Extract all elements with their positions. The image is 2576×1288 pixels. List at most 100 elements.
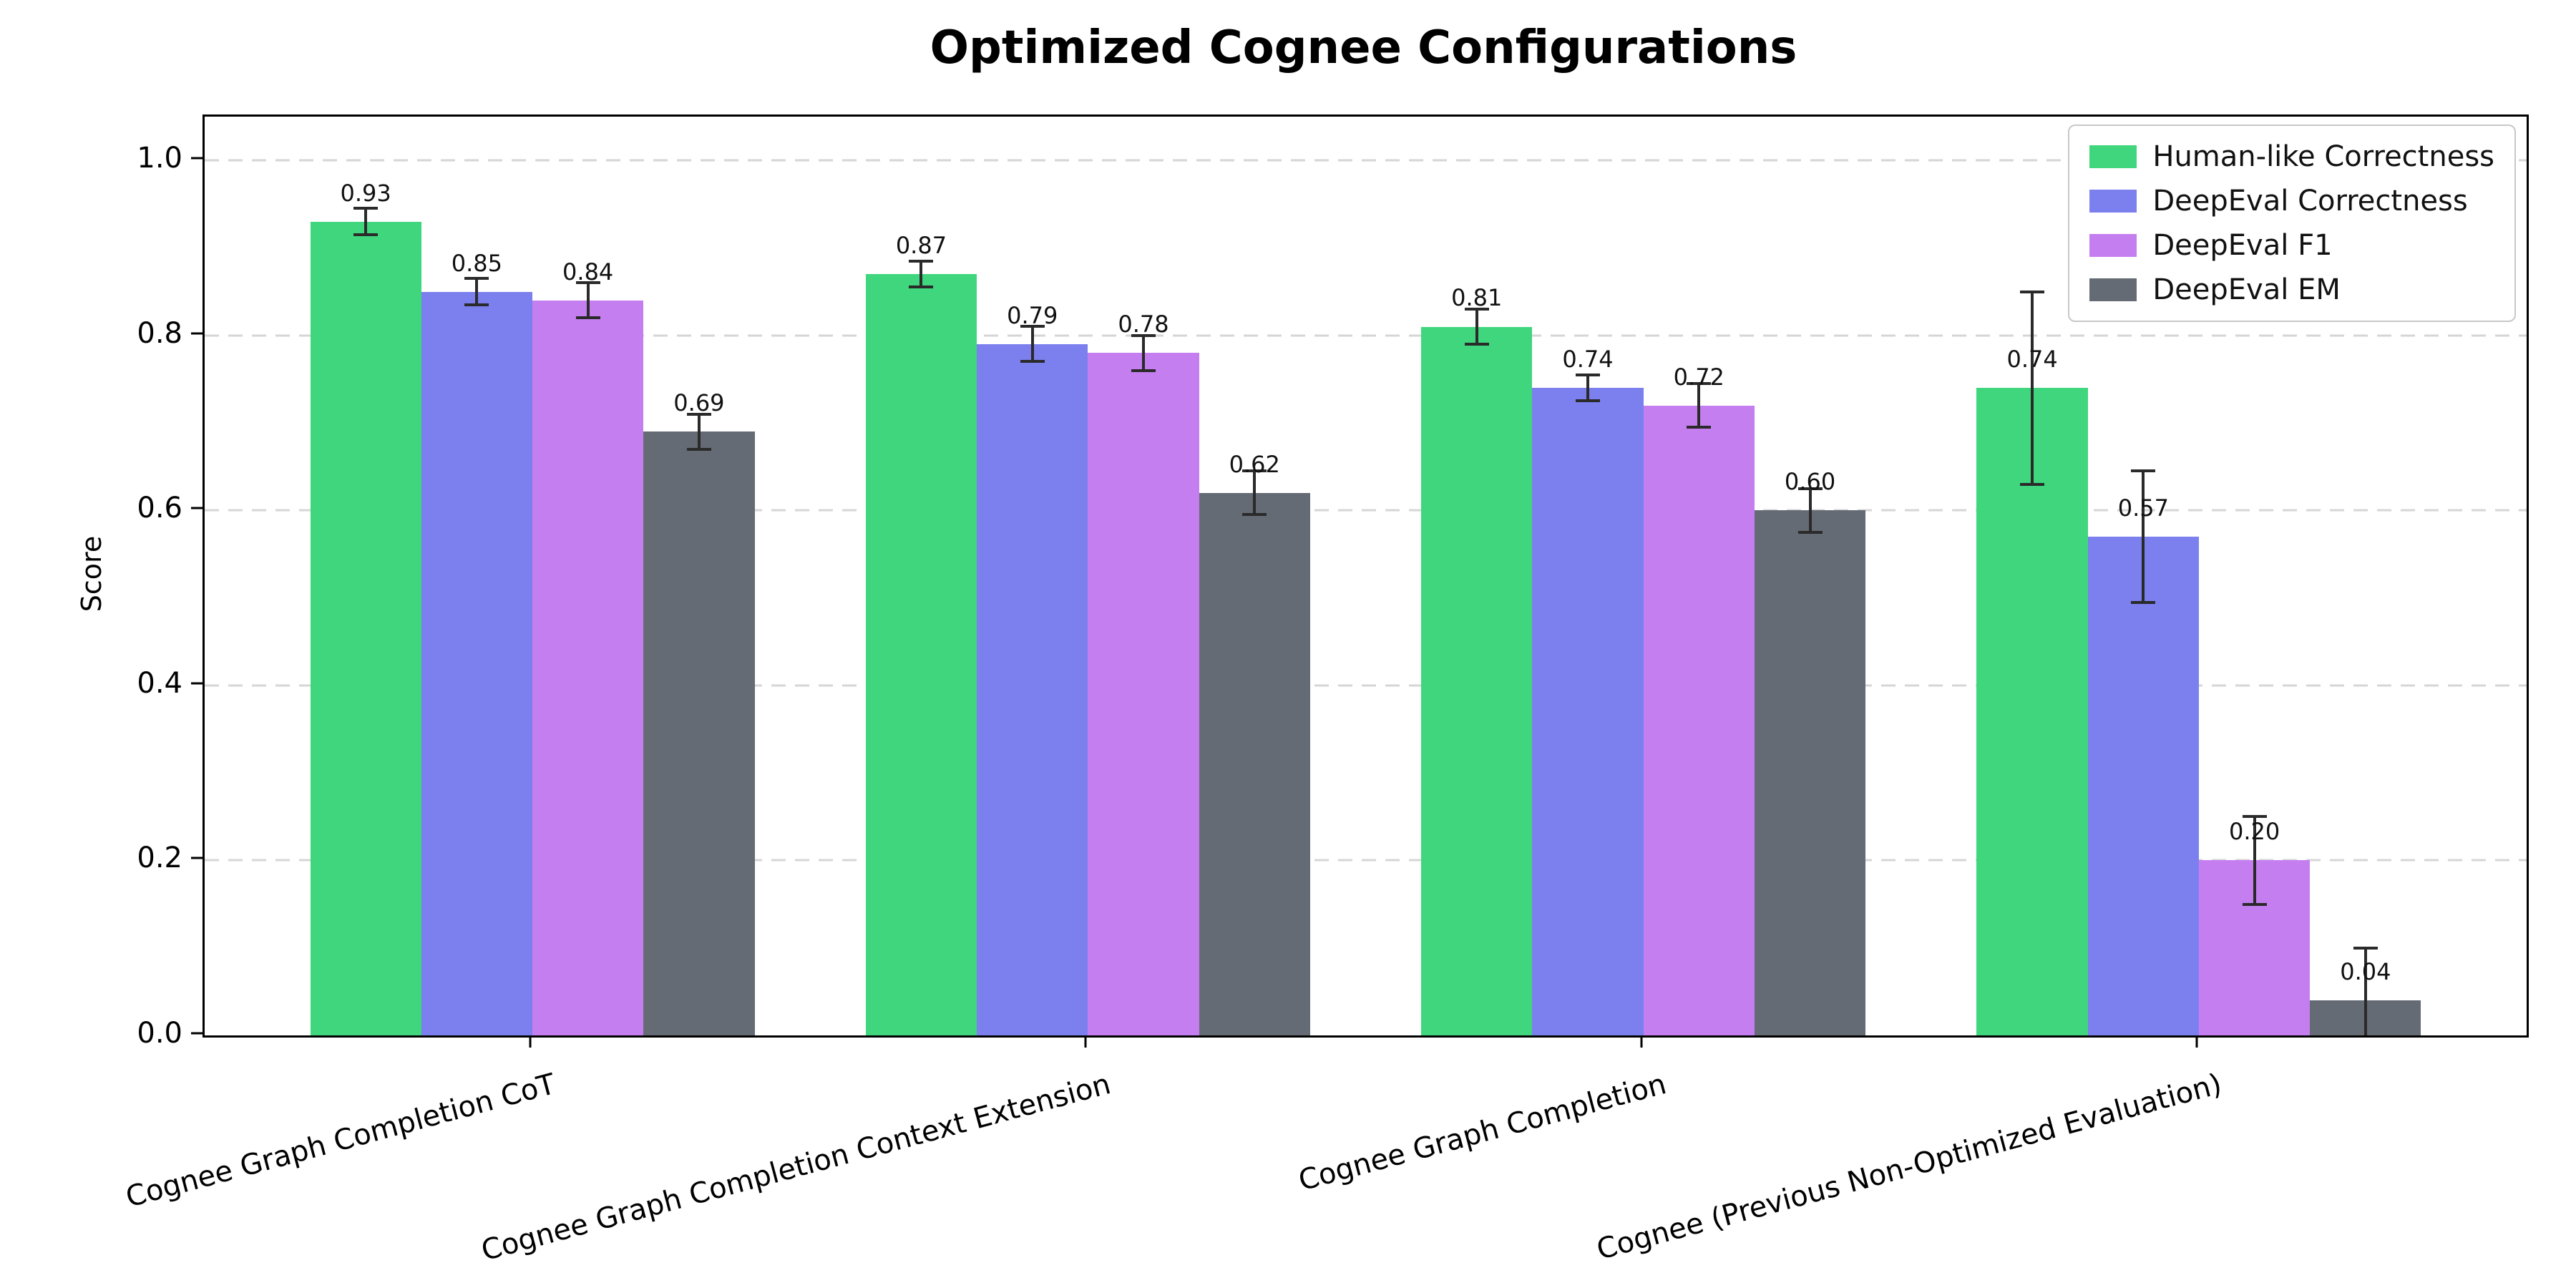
legend: Human-like Correctness DeepEval Correctne…: [2068, 125, 2516, 322]
bar: [1754, 510, 1866, 1035]
error-bar: [1141, 335, 1145, 371]
error-bar-cap: [1242, 513, 1267, 517]
x-tick-label: Cognee (Previous Non-Optimized Evaluatio…: [1593, 1068, 2225, 1267]
y-tick-label: 0.2: [137, 841, 182, 875]
legend-item-label: Human-like Correctness: [2152, 140, 2494, 173]
bar: [2087, 536, 2199, 1035]
y-tick-mark: [191, 682, 203, 685]
bar: [1421, 326, 1533, 1035]
error-bar-cap: [1576, 399, 1601, 403]
error-bar: [2031, 291, 2034, 484]
error-bar-cap: [2020, 290, 2045, 293]
bar: [421, 291, 532, 1035]
error-bar-cap: [1797, 487, 1823, 490]
bar-value-label: 0.81: [1451, 284, 1503, 312]
x-tick-mark: [1640, 1036, 1643, 1048]
bar: [977, 343, 1088, 1035]
error-bar-cap: [1687, 381, 1712, 385]
error-bar-cap: [464, 277, 489, 280]
bar: [310, 221, 421, 1035]
y-tick-mark: [191, 157, 203, 160]
error-bar-cap: [1797, 530, 1823, 534]
error-bar-cap: [353, 233, 379, 237]
bar-value-label: 0.72: [1673, 363, 1724, 391]
error-bar-cap: [1020, 325, 1045, 328]
error-bar-cap: [1687, 426, 1712, 429]
gridline: [205, 859, 2527, 862]
bar: [643, 431, 755, 1035]
error-bar-cap: [686, 412, 711, 416]
error-bar-cap: [353, 207, 379, 210]
error-bar-cap: [686, 447, 711, 451]
bar: [1199, 492, 1310, 1035]
error-bar: [1697, 383, 1701, 428]
error-bar-cap: [2131, 469, 2156, 473]
error-bar-cap: [2242, 815, 2267, 819]
bar-value-label: 0.78: [1118, 310, 1169, 338]
y-tick-mark: [191, 857, 203, 859]
legend-swatch-icon: [2089, 278, 2137, 301]
bar-value-label: 0.62: [1229, 450, 1280, 478]
x-tick-mark: [1084, 1036, 1087, 1048]
bar-value-label: 0.60: [1784, 468, 1836, 496]
bar: [1088, 353, 1199, 1035]
error-bar: [2253, 816, 2256, 904]
bar-value-label: 0.87: [895, 231, 947, 259]
bar-value-label: 0.85: [451, 249, 503, 277]
legend-swatch-icon: [2089, 234, 2137, 257]
error-bar-cap: [2353, 946, 2378, 950]
bar: [1643, 405, 1755, 1035]
bar-value-label: 0.04: [2340, 957, 2391, 985]
error-bar: [475, 278, 479, 305]
gridline: [205, 159, 2527, 162]
gridline: [205, 509, 2527, 512]
error-bar-cap: [1464, 342, 1489, 346]
error-bar-cap: [2020, 482, 2045, 486]
bar-value-label: 0.79: [1007, 301, 1058, 329]
error-bar-cap: [909, 259, 934, 263]
bar-value-label: 0.93: [340, 179, 391, 207]
legend-item-label: DeepEval EM: [2152, 273, 2341, 306]
y-tick-label: 0.6: [137, 492, 182, 525]
legend-item: DeepEval Correctness: [2089, 185, 2494, 218]
y-tick-mark: [191, 332, 203, 335]
y-tick-label: 0.4: [137, 666, 182, 700]
y-axis-label: Score: [76, 535, 107, 613]
error-bar: [2363, 947, 2367, 1035]
error-bar-cap: [575, 281, 600, 285]
bar-value-label: 0.69: [673, 389, 725, 417]
bar: [1532, 388, 1644, 1035]
gridline: [205, 334, 2527, 337]
error-bar: [1475, 309, 1478, 344]
chart-title: Optimized Cognee Configurations: [930, 21, 1797, 74]
error-bar: [697, 414, 701, 449]
bar: [865, 274, 977, 1035]
error-bar-cap: [1131, 369, 1156, 372]
legend-item-label: DeepEval F1: [2152, 229, 2333, 262]
error-bar-cap: [2131, 600, 2156, 604]
bar-value-label: 0.84: [562, 258, 614, 286]
legend-item-label: DeepEval Correctness: [2152, 185, 2468, 218]
error-bar: [1253, 471, 1257, 515]
error-bar: [1586, 374, 1590, 401]
x-tick-label: Cognee Graph Completion Context Extensio…: [478, 1068, 1115, 1268]
bar-value-label: 0.57: [2117, 494, 2169, 522]
error-bar: [1030, 326, 1034, 362]
x-tick-mark: [2195, 1036, 2198, 1048]
x-tick-mark: [529, 1036, 532, 1048]
legend-item: Human-like Correctness: [2089, 140, 2494, 173]
error-bar-cap: [1020, 360, 1045, 364]
error-bar: [364, 208, 368, 235]
bar-value-label: 0.20: [2228, 818, 2280, 846]
legend-swatch-icon: [2089, 145, 2137, 168]
error-bar-cap: [464, 303, 489, 306]
y-tick-label: 0.8: [137, 316, 182, 350]
bar-value-label: 0.74: [2006, 345, 2058, 373]
bar: [1976, 388, 2088, 1035]
bar-value-label: 0.74: [1562, 345, 1614, 373]
x-tick-label: Cognee Graph Completion CoT: [122, 1068, 559, 1214]
legend-item: DeepEval EM: [2089, 273, 2494, 306]
gridline: [205, 684, 2527, 687]
y-tick-label: 0.0: [137, 1017, 182, 1050]
